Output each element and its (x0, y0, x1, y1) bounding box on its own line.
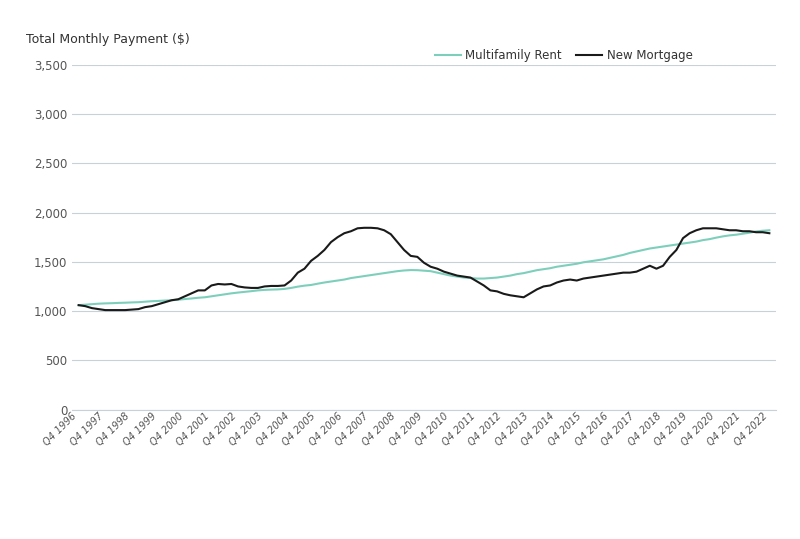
New Mortgage (765, 230, 774, 237)
New Mortgage (74, 302, 83, 308)
Multifamily Rent (167, 297, 177, 303)
Multifamily Rent (765, 227, 774, 233)
Multifamily Rent (578, 259, 588, 266)
Line: New Mortgage: New Mortgage (78, 228, 770, 310)
New Mortgage (81, 303, 90, 309)
Multifamily Rent (74, 302, 83, 308)
New Mortgage (359, 225, 369, 231)
New Mortgage (101, 307, 110, 313)
Text: Total Monthly Payment ($): Total Monthly Payment ($) (26, 33, 190, 46)
Legend: Multifamily Rent, New Mortgage: Multifamily Rent, New Mortgage (430, 45, 698, 67)
Multifamily Rent (572, 260, 582, 267)
New Mortgage (586, 274, 595, 281)
New Mortgage (174, 296, 183, 302)
New Mortgage (592, 273, 602, 280)
Multifamily Rent (751, 228, 761, 234)
Line: Multifamily Rent: Multifamily Rent (78, 230, 770, 305)
New Mortgage (346, 228, 356, 234)
Multifamily Rent (81, 301, 90, 308)
Multifamily Rent (373, 271, 382, 278)
New Mortgage (386, 231, 395, 238)
